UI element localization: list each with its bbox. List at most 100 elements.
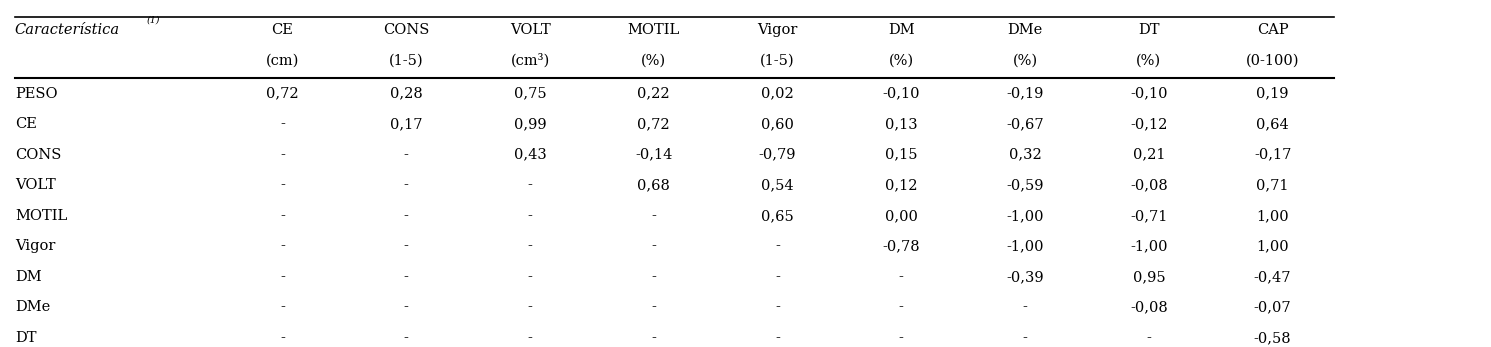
Text: -: - — [404, 239, 409, 253]
Text: -0,39: -0,39 — [1006, 270, 1044, 284]
Text: MOTIL: MOTIL — [628, 23, 680, 37]
Text: -: - — [652, 331, 656, 345]
Text: -: - — [404, 331, 409, 345]
Text: 0,21: 0,21 — [1133, 148, 1164, 162]
Text: (1-5): (1-5) — [389, 54, 423, 68]
Text: -: - — [652, 239, 656, 253]
Text: -: - — [528, 301, 532, 314]
Text: -: - — [528, 178, 532, 192]
Text: (cm³): (cm³) — [510, 53, 550, 68]
Text: -: - — [899, 301, 904, 314]
Text: -: - — [899, 270, 904, 284]
Text: (0-100): (0-100) — [1246, 54, 1299, 68]
Text: -0,08: -0,08 — [1130, 301, 1167, 314]
Text: -: - — [775, 270, 780, 284]
Text: -: - — [652, 270, 656, 284]
Text: 0,60: 0,60 — [760, 117, 795, 131]
Text: -: - — [280, 331, 285, 345]
Text: DMe: DMe — [1008, 23, 1042, 37]
Text: -: - — [404, 301, 409, 314]
Text: 0,22: 0,22 — [638, 87, 669, 101]
Text: -: - — [1023, 331, 1027, 345]
Text: CE: CE — [271, 23, 294, 37]
Text: 0,99: 0,99 — [514, 117, 546, 131]
Text: -0,19: -0,19 — [1006, 87, 1044, 101]
Text: -: - — [280, 239, 285, 253]
Text: (1): (1) — [146, 16, 160, 25]
Text: PESO: PESO — [15, 87, 58, 101]
Text: CONS: CONS — [383, 23, 429, 37]
Text: (%): (%) — [1136, 54, 1161, 68]
Text: CE: CE — [15, 117, 37, 131]
Text: 0,15: 0,15 — [886, 148, 917, 162]
Text: -: - — [775, 301, 780, 314]
Text: -: - — [404, 270, 409, 284]
Text: 0,68: 0,68 — [637, 178, 671, 192]
Text: -0,08: -0,08 — [1130, 178, 1167, 192]
Text: Característica: Característica — [15, 23, 121, 37]
Text: -: - — [652, 209, 656, 223]
Text: (cm): (cm) — [265, 54, 300, 68]
Text: -0,14: -0,14 — [635, 148, 672, 162]
Text: -0,12: -0,12 — [1130, 117, 1167, 131]
Text: -0,58: -0,58 — [1254, 331, 1291, 345]
Text: -: - — [528, 331, 532, 345]
Text: (%): (%) — [1012, 54, 1038, 68]
Text: VOLT: VOLT — [510, 23, 550, 37]
Text: 1,00: 1,00 — [1257, 239, 1288, 253]
Text: 0,72: 0,72 — [267, 87, 298, 101]
Text: -: - — [528, 209, 532, 223]
Text: -: - — [404, 148, 409, 162]
Text: 1,00: 1,00 — [1257, 209, 1288, 223]
Text: 0,00: 0,00 — [884, 209, 918, 223]
Text: CONS: CONS — [15, 148, 61, 162]
Text: -: - — [280, 270, 285, 284]
Text: -1,00: -1,00 — [1130, 239, 1167, 253]
Text: -0,79: -0,79 — [759, 148, 796, 162]
Text: (%): (%) — [641, 54, 666, 68]
Text: -: - — [280, 178, 285, 192]
Text: (%): (%) — [889, 54, 914, 68]
Text: DM: DM — [889, 23, 914, 37]
Text: Vigor: Vigor — [15, 239, 55, 253]
Text: 0,64: 0,64 — [1257, 117, 1288, 131]
Text: -0,59: -0,59 — [1006, 178, 1044, 192]
Text: -: - — [280, 148, 285, 162]
Text: 0,02: 0,02 — [762, 87, 793, 101]
Text: -: - — [652, 301, 656, 314]
Text: 0,43: 0,43 — [514, 148, 546, 162]
Text: -: - — [775, 331, 780, 345]
Text: -: - — [1147, 331, 1151, 345]
Text: -: - — [404, 178, 409, 192]
Text: -0,10: -0,10 — [1130, 87, 1167, 101]
Text: -: - — [404, 209, 409, 223]
Text: 0,12: 0,12 — [886, 178, 917, 192]
Text: 0,32: 0,32 — [1009, 148, 1041, 162]
Text: -0,67: -0,67 — [1006, 117, 1044, 131]
Text: -0,07: -0,07 — [1254, 301, 1291, 314]
Text: Vigor: Vigor — [757, 23, 798, 37]
Text: 0,54: 0,54 — [762, 178, 793, 192]
Text: DT: DT — [1138, 23, 1160, 37]
Text: (1-5): (1-5) — [760, 54, 795, 68]
Text: CAP: CAP — [1257, 23, 1288, 37]
Text: -: - — [775, 239, 780, 253]
Text: 0,19: 0,19 — [1257, 87, 1288, 101]
Text: 0,17: 0,17 — [391, 117, 422, 131]
Text: MOTIL: MOTIL — [15, 209, 67, 223]
Text: VOLT: VOLT — [15, 178, 55, 192]
Text: DT: DT — [15, 331, 36, 345]
Text: 0,28: 0,28 — [391, 87, 422, 101]
Text: DM: DM — [15, 270, 42, 284]
Text: 0,75: 0,75 — [514, 87, 546, 101]
Text: 0,71: 0,71 — [1257, 178, 1288, 192]
Text: 0,72: 0,72 — [638, 117, 669, 131]
Text: -1,00: -1,00 — [1006, 209, 1044, 223]
Text: -: - — [899, 331, 904, 345]
Text: -: - — [280, 209, 285, 223]
Text: -: - — [528, 270, 532, 284]
Text: DMe: DMe — [15, 301, 51, 314]
Text: 0,13: 0,13 — [886, 117, 917, 131]
Text: -: - — [280, 301, 285, 314]
Text: 0,65: 0,65 — [762, 209, 793, 223]
